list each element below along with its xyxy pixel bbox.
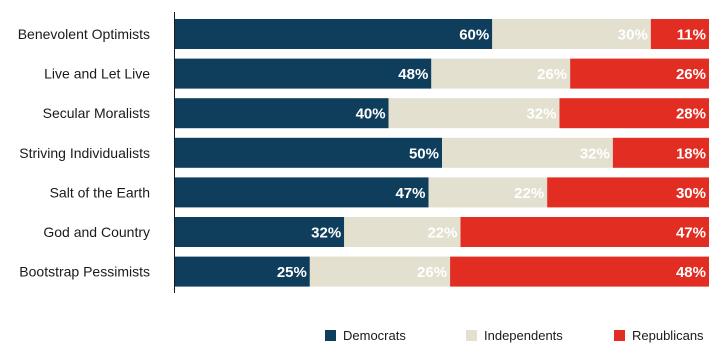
data-label: 32%: [311, 225, 341, 242]
data-label: 26%: [417, 264, 447, 281]
bar-segment-republicans: [460, 217, 709, 247]
data-label: 18%: [676, 145, 706, 162]
data-label: 26%: [676, 66, 706, 83]
data-label: 47%: [676, 225, 706, 242]
data-label: 60%: [459, 27, 489, 44]
data-label: 28%: [676, 106, 706, 123]
bar-segment-republicans: [450, 256, 709, 287]
bar-segment-democrats: [175, 98, 389, 129]
legend-label: Democrats: [343, 328, 406, 343]
bar-segment-democrats: [175, 137, 442, 168]
bar-segment-democrats: [175, 19, 493, 49]
category-label: God and Country: [43, 224, 150, 240]
bar-segment-independents: [492, 19, 651, 49]
bar-segment-democrats: [175, 58, 432, 89]
bar-segment-republicans: [650, 19, 709, 49]
bar-segment-independents: [442, 137, 613, 168]
data-label: 22%: [427, 225, 457, 242]
data-label: 32%: [580, 145, 610, 162]
bar-segment-republicans: [612, 137, 709, 168]
data-label: 50%: [409, 145, 439, 162]
bar-segment-democrats: [175, 177, 429, 208]
bar-segment-independents: [388, 98, 560, 129]
data-label: 26%: [537, 66, 567, 83]
bar-segment-independents: [431, 58, 571, 89]
category-label: Bootstrap Pessimists: [19, 264, 150, 280]
bar-segment-republicans: [547, 177, 709, 208]
data-label: 32%: [526, 106, 556, 123]
category-label: Striving Individualists: [19, 145, 150, 161]
data-label: 30%: [676, 185, 706, 202]
bar-segment-democrats: [175, 256, 310, 287]
data-label: 30%: [618, 27, 648, 44]
bar-segment-republicans: [559, 98, 709, 129]
data-label: 47%: [395, 185, 425, 202]
category-label: Live and Let Live: [44, 66, 150, 82]
legend-swatch-independents: [466, 330, 477, 341]
data-label: 48%: [676, 264, 706, 281]
data-label: 22%: [514, 185, 544, 202]
data-label: 11%: [677, 27, 706, 44]
bar-segment-independents: [344, 217, 461, 247]
data-label: 48%: [398, 66, 428, 83]
legend-swatch-democrats: [325, 330, 336, 341]
bar-segment-independents: [309, 256, 451, 287]
bar-segment-independents: [428, 177, 548, 208]
bar-segment-republicans: [570, 58, 709, 89]
bar-segment-democrats: [175, 217, 345, 247]
data-label: 25%: [277, 264, 307, 281]
legend-label: Independents: [484, 328, 563, 343]
legend-label: Republicans: [632, 328, 704, 343]
data-label: 40%: [356, 106, 386, 123]
category-label: Salt of the Earth: [50, 184, 150, 200]
category-label: Benevolent Optimists: [18, 26, 150, 42]
legend-swatch-republicans: [614, 330, 625, 341]
category-label: Secular Moralists: [43, 105, 150, 121]
